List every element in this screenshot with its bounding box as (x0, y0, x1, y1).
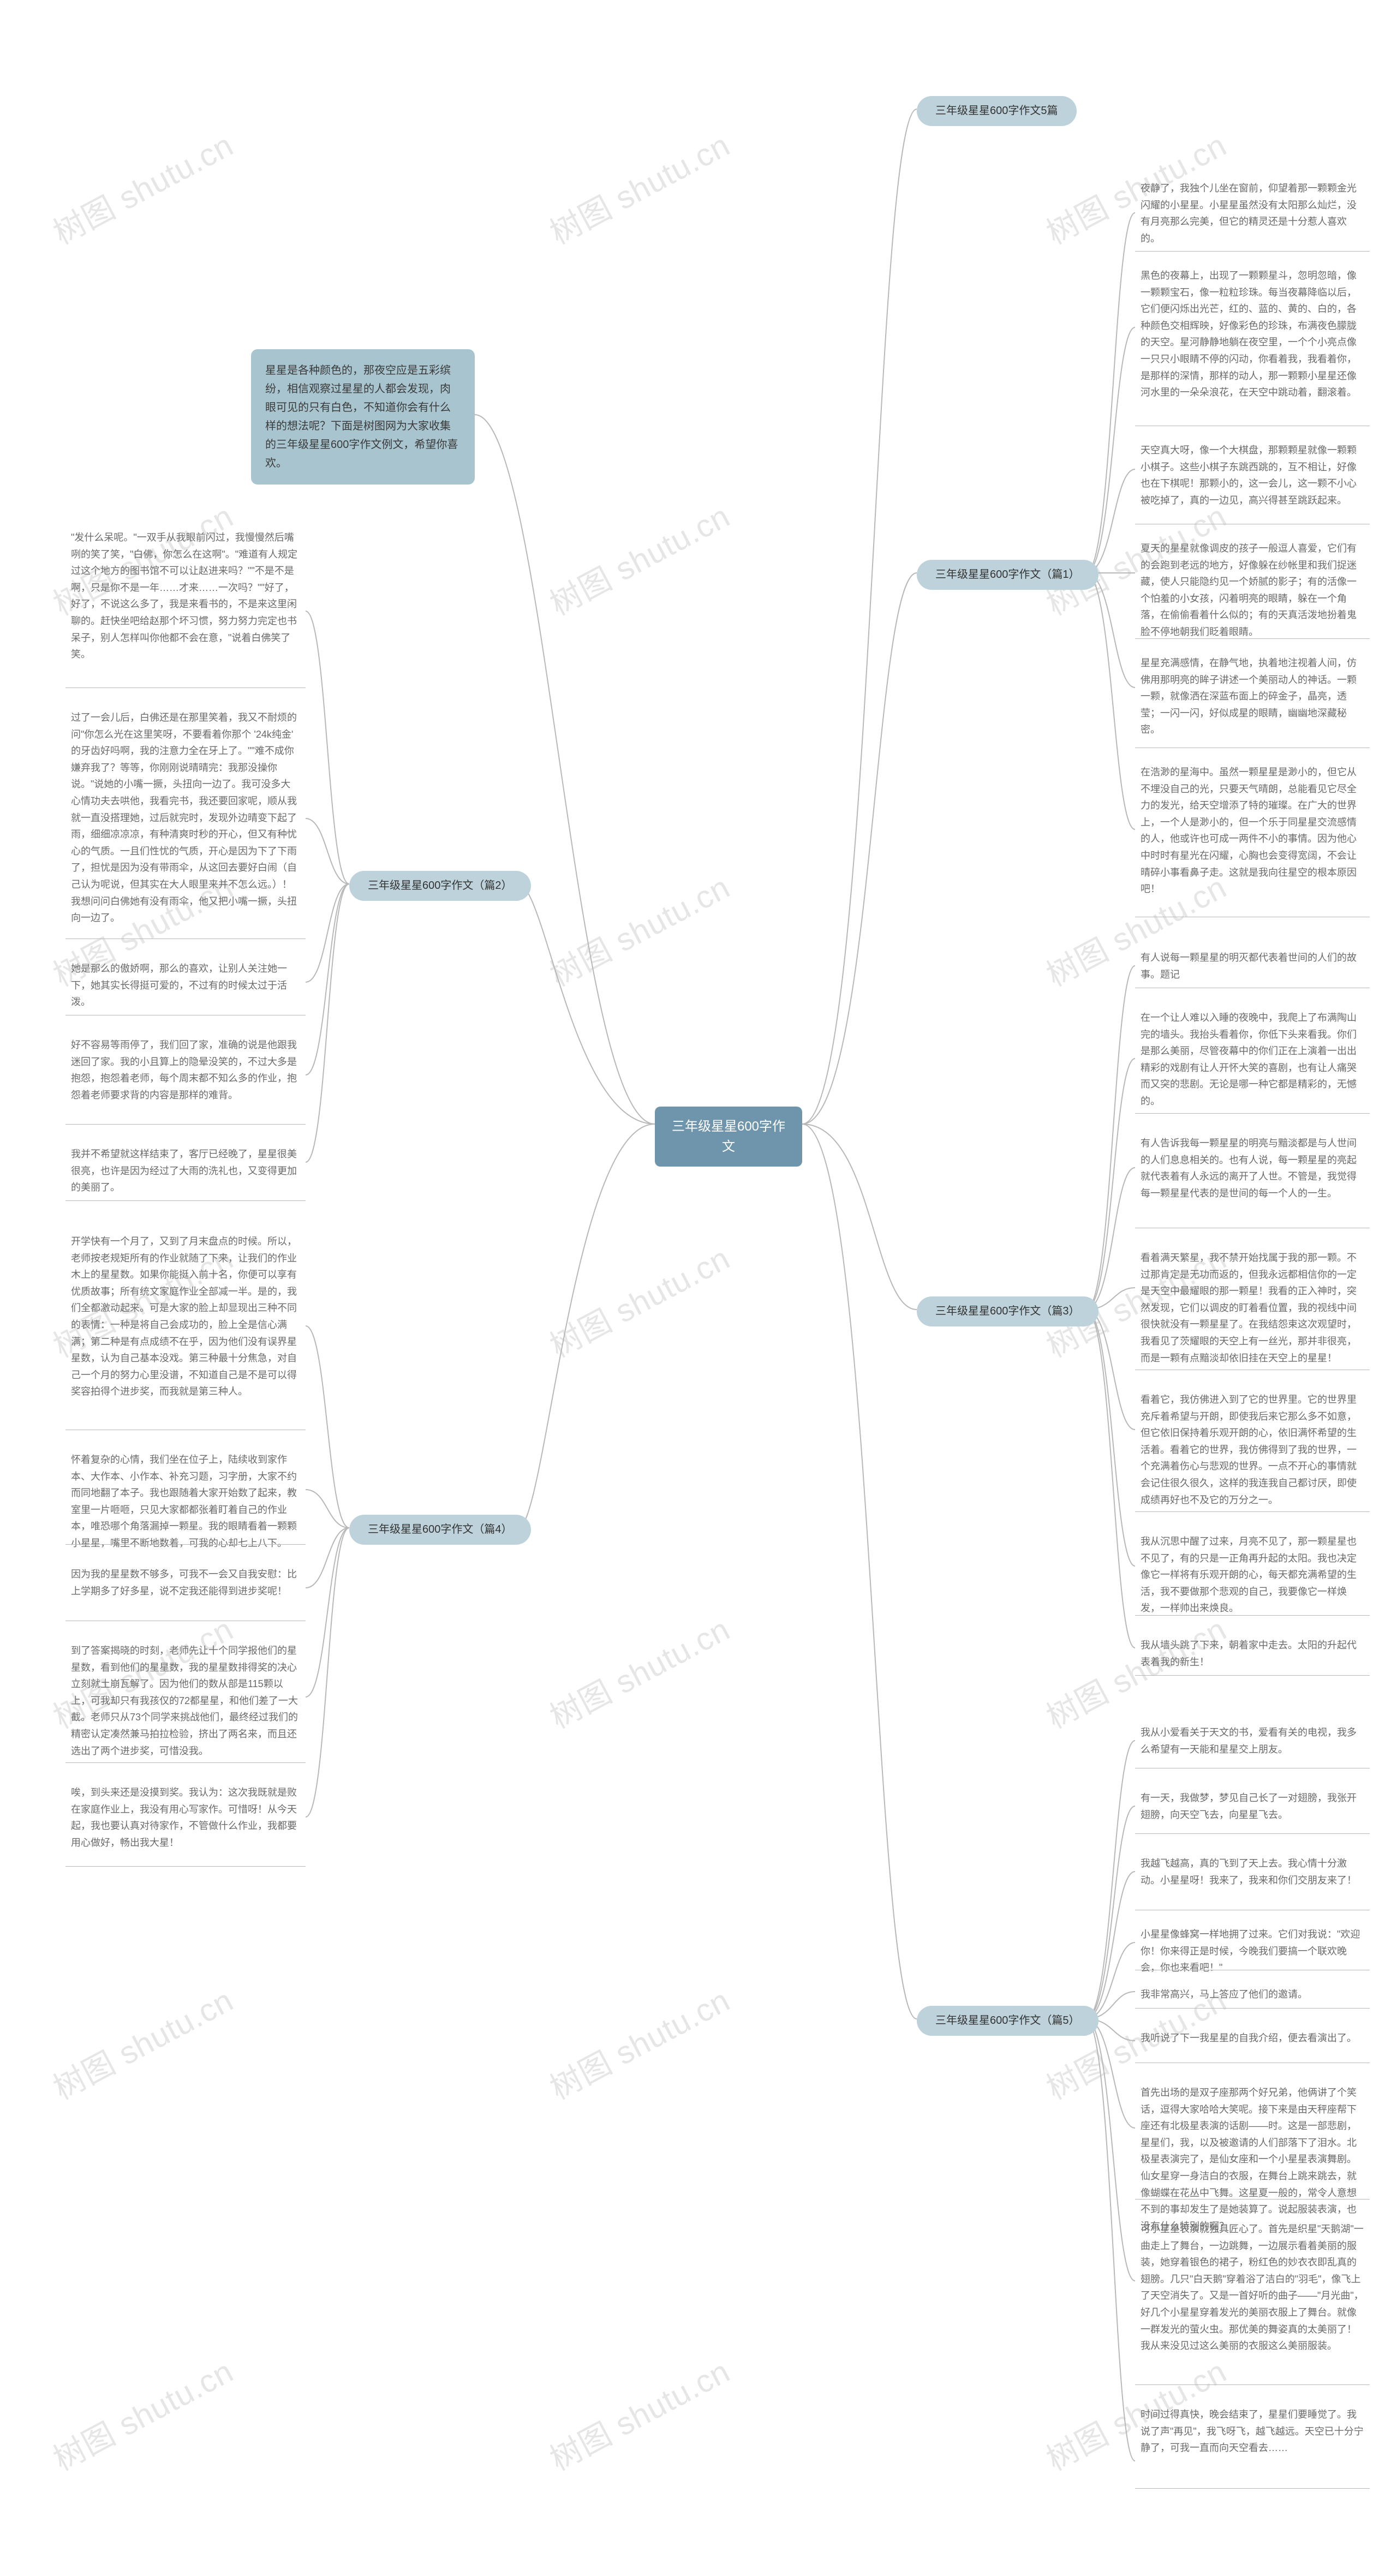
leaf-node: 因为我的星星数不够多，可我不一会又自我安慰：比上学期多了好多星，说不定我还能得到… (71, 1566, 300, 1599)
intro-node[interactable]: 星星是各种颜色的，那夜空应是五彩缤纷，相信观察过星星的人都会发现，肉眼可见的只有… (251, 349, 475, 485)
mindmap-canvas: 树图 shutu.cn 树图 shutu.cn 树图 shutu.cn 树图 s… (0, 0, 1397, 2576)
leaf-underline (1135, 2384, 1370, 2385)
watermark: 树图 shutu.cn (44, 2346, 240, 2479)
leaf-node: 在浩渺的星海中。虽然一颗星星是渺小的，但它从不埋没自己的光，只要天气晴朗，总能看… (1141, 764, 1364, 898)
leaf-underline (1135, 2008, 1370, 2009)
watermark: 树图 shutu.cn (541, 862, 737, 995)
leaf-underline (65, 1124, 306, 1125)
watermark: 树图 shutu.cn (1037, 1604, 1233, 1737)
watermark: 树图 shutu.cn (44, 1975, 240, 2108)
branch-node-0[interactable]: 三年级星星600字作文5篇 (917, 96, 1077, 126)
leaf-node: 到了答案揭晓的时刻，老师先让十个同学报他们的星星数，看到他们的星星数，我的星星数… (71, 1642, 300, 1759)
leaf-node: 可小星星表演就独具匠心了。首先是织星"天鹅湖"一曲走上了舞台，一边跳舞，一边展示… (1141, 2221, 1364, 2354)
leaf-node: 她是那么的傲娇啊，那么的喜欢，让别人关注她一下，她其实长得挺可爱的，不过有的时候… (71, 960, 300, 1011)
branch-node-5[interactable]: 三年级星星600字作文（篇5） (917, 2006, 1099, 2036)
leaf-underline (1135, 2488, 1370, 2489)
leaf-node: 时间过得真快，晚会结束了，星星们要睡觉了。我说了声"再见"，我飞呀飞，越飞越远。… (1141, 2406, 1364, 2457)
leaf-node: 有人告诉我每一颗星星的明亮与黯淡都是与人世间的人们息息相关的。也有人说，每一颗星… (1141, 1135, 1364, 1202)
root-node[interactable]: 三年级星星600字作文 (655, 1107, 802, 1167)
leaf-underline (1135, 1675, 1370, 1676)
watermark: 树图 shutu.cn (541, 1975, 737, 2108)
leaf-underline (1135, 1833, 1370, 1834)
leaf-underline (1135, 2199, 1370, 2200)
branch-node-3[interactable]: 三年级星星600字作文（篇3） (917, 1296, 1099, 1326)
leaf-node: 唉，到头来还是没摸到奖。我认为：这次我既就是败在家庭作业上，我没有用心写家作。可… (71, 1784, 300, 1851)
watermark: 树图 shutu.cn (541, 491, 737, 624)
leaf-node: 小星星像蜂窝一样地拥了过来。它们对我说："欢迎你！你来得正是时候，今晚我们要搞一… (1141, 1926, 1364, 1976)
leaf-node: 好不容易等雨停了，我们回了家，准确的说是他跟我迷回了家。我的小且算上的隐晕没笑的… (71, 1037, 300, 1103)
leaf-underline (65, 1762, 306, 1763)
leaf-node: 有一天，我做梦，梦见自己长了一对翅膀，我张开翅膀，向天空飞去，向星星飞去。 (1141, 1790, 1364, 1823)
leaf-node: 有人说每一颗星星的明灭都代表着世间的人们的故事。题记 (1141, 949, 1364, 983)
leaf-node: 在一个让人难以入睡的夜晚中，我爬上了布满陶山完的墙头。我抬头看着你，你低下头来看… (1141, 1009, 1364, 1110)
watermark: 树图 shutu.cn (541, 1604, 737, 1737)
leaf-node: 夜静了，我独个儿坐在窗前，仰望着那一颗颗金光闪耀的小星星。小星星虽然没有太阳那么… (1141, 180, 1364, 247)
watermark: 树图 shutu.cn (541, 1233, 737, 1366)
watermark: 树图 shutu.cn (541, 120, 737, 253)
branch-node-1[interactable]: 三年级星星600字作文（篇1） (917, 560, 1099, 590)
leaf-node: 怀着复杂的心情，我们坐在位子上，陆续收到家作本、大作本、小作本、补充习题，习字册… (71, 1451, 300, 1552)
leaf-node: 黑色的夜幕上，出现了一颗颗星斗，忽明忽暗，像一颗颗宝石，像一粒粒珍珠。每当夜幕降… (1141, 267, 1364, 401)
leaf-node: 看着它，我仿佛进入到了它的世界里。它的世界里充斥着希望与开朗，即使我后来它那么多… (1141, 1391, 1364, 1508)
leaf-underline (1135, 1113, 1370, 1114)
leaf-node: "发什么呆呢。"一双手从我眼前闪过，我慢慢然后嘴咧的笑了笑，"白佛，你怎么在这啊… (71, 529, 300, 663)
leaf-underline (65, 1866, 306, 1867)
leaf-node: 我从沉思中醒了过来，月亮不见了，那一颗星星也不见了，有的只是一正角再升起的太阳。… (1141, 1533, 1364, 1617)
leaf-underline (1135, 1511, 1370, 1512)
leaf-node: 首先出场的是双子座那两个好兄弟，他俩讲了个笑话，逗得大家哈哈大笑呢。接下来是由天… (1141, 2084, 1364, 2234)
leaf-node: 星星充满感情，在静气地，执着地注视着人间，仿佛用那明亮的眸子讲述一个美丽动人的神… (1141, 655, 1364, 738)
leaf-node: 我非常高兴，马上答应了他们的邀请。 (1141, 1986, 1364, 2003)
leaf-node: 我听说了下一我星星的自我介绍，便去看演出了。 (1141, 2030, 1364, 2047)
watermark: 树图 shutu.cn (44, 120, 240, 253)
branch-node-4[interactable]: 三年级星星600字作文（篇4） (349, 1515, 531, 1545)
leaf-node: 我越飞越高，真的飞到了天上去。我心情十分激动。小星星呀！我来了，我来和你们交朋友… (1141, 1855, 1364, 1888)
leaf-underline (1135, 1615, 1370, 1616)
branch-node-2[interactable]: 三年级星星600字作文（篇2） (349, 871, 531, 901)
leaf-node: 天空真大呀，像一个大棋盘，那颗颗星就像一颗颗小棋子。这些小棋子东跳西跳的，互不相… (1141, 442, 1364, 509)
leaf-node: 过了一会儿后，白佛还是在那里笑着，我又不耐烦的问"你怎么光在这里笑呀，不要看着你… (71, 709, 300, 927)
leaf-node: 夏天的星星就像调皮的孩子一般逗人喜爱，它们有的会跑到老远的地方，好像躲在纱帐里和… (1141, 540, 1364, 641)
leaf-node: 我从小爱看关于天文的书，爱看有关的电视，我多么希望有一天能和星星交上朋友。 (1141, 1724, 1364, 1758)
leaf-node: 我并不希望就这样结束了，客厅已经晚了，星星很美很亮，也许是因为经过了大雨的洗礼也… (71, 1146, 300, 1196)
leaf-underline (65, 1544, 306, 1545)
leaf-underline (65, 1200, 306, 1201)
leaf-underline (1135, 638, 1370, 639)
watermark: 树图 shutu.cn (541, 2346, 737, 2479)
leaf-underline (1135, 251, 1370, 252)
leaf-node: 我从墙头跳了下来，朝着家中走去。太阳的升起代表着我的新生！ (1141, 1637, 1364, 1670)
leaf-node: 看着满天繁星，我不禁开始找属于我的那一颗。不过那肯定是无功而返的，但我永远都相信… (1141, 1250, 1364, 1366)
leaf-node: 开学快有一个月了，又到了月末盘点的时候。所以，老师按老规矩所有的作业就随了下来，… (71, 1233, 300, 1400)
